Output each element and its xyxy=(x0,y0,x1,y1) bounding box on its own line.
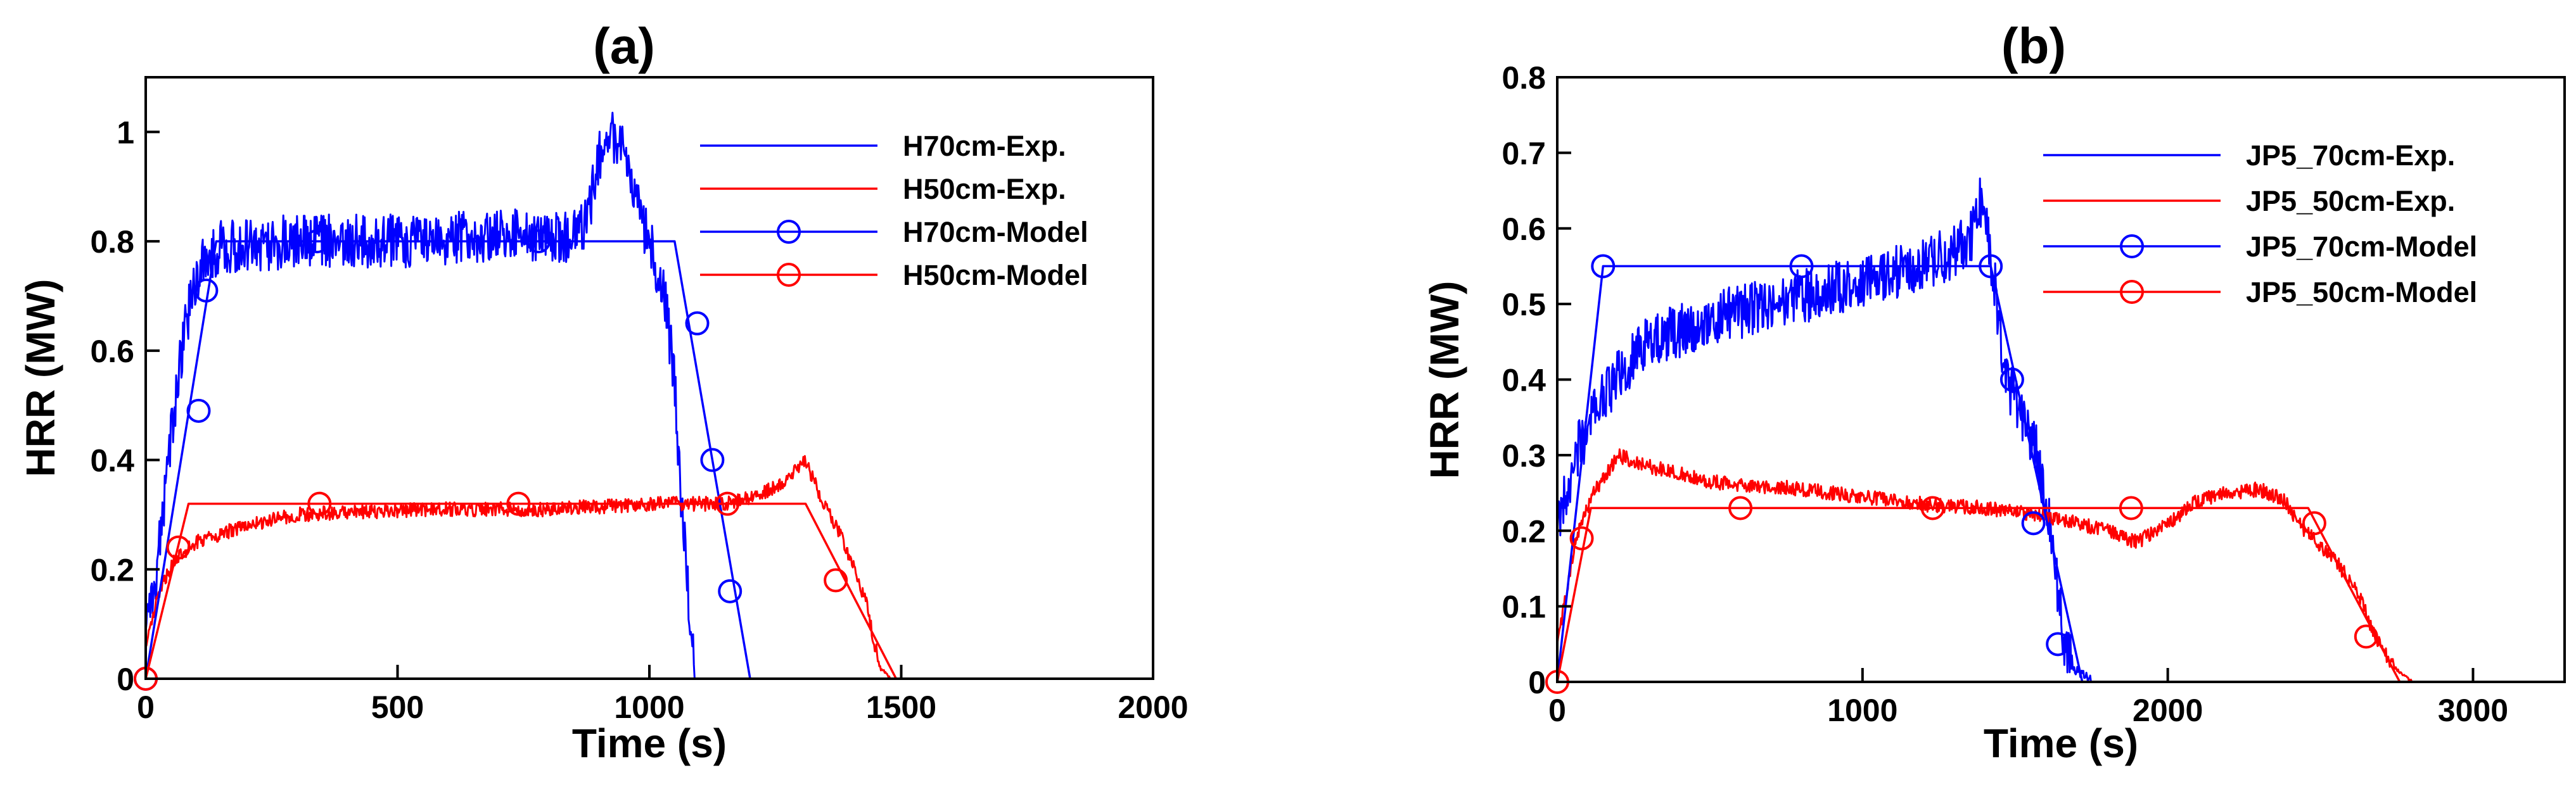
data-marker xyxy=(715,491,740,516)
axis-ticks: 0 1000 2000 3000 0 0.1 0.2 0.3 0.4 0.5 0.6 0.7 0.8 xyxy=(1502,60,2508,728)
x-tick-label: 500 xyxy=(371,689,424,725)
x-tick-label: 1000 xyxy=(1827,693,1897,728)
y-tick-label: 0.4 xyxy=(1502,363,1546,398)
data-marker xyxy=(1999,367,2024,392)
data-marker xyxy=(186,398,211,423)
chart-title: (a) xyxy=(593,18,655,74)
series-line-JP5_50cm-Exp. xyxy=(1557,448,2413,682)
chart-title: (b) xyxy=(2001,18,2066,74)
data-marker xyxy=(194,278,219,303)
x-axis-label: Time (s) xyxy=(572,721,727,766)
y-tick-label: 0 xyxy=(117,662,134,697)
y-tick-label: 0.2 xyxy=(1502,513,1546,549)
x-tick-label: 0 xyxy=(1548,693,1566,728)
data-marker xyxy=(506,491,531,516)
data-marker xyxy=(2302,511,2326,536)
y-tick-label: 0.6 xyxy=(90,334,134,369)
data-marker xyxy=(685,311,710,336)
y-tick-label: 0.6 xyxy=(1502,211,1546,247)
legend-marker xyxy=(2120,280,2144,304)
x-tick-label: 1500 xyxy=(866,689,936,725)
y-tick-label: 0.3 xyxy=(1502,438,1546,474)
y-axis-label: HRR (MW) xyxy=(18,279,63,477)
series-line-JP5_50cm-Model xyxy=(1557,507,2401,682)
series-line-H70cm-Model xyxy=(146,240,751,679)
legend-marker xyxy=(777,263,801,287)
chart-panel-a: (a) 0 500 1000 1500 2000 0 0.2 0.4 0.6 0.8 1 Time … xyxy=(18,18,1189,766)
data-marker xyxy=(1728,496,1753,520)
x-tick-label: 3000 xyxy=(2438,693,2508,728)
series-line-H70cm-Exp. xyxy=(146,111,696,679)
legend-marker xyxy=(2120,234,2144,258)
legend-label: H50cm-Exp. xyxy=(903,173,1066,205)
legend-label: JP5_70cm-Exp. xyxy=(2246,139,2455,172)
legend: H70cm-Exp. H50cm-Exp. H70cm-Model H50cm-Mod… xyxy=(700,130,1088,291)
data-marker xyxy=(2021,511,2046,536)
data-marker xyxy=(2119,496,2143,520)
data-marker xyxy=(1979,254,2003,279)
x-tick-label: 0 xyxy=(137,689,155,725)
plot-area xyxy=(1545,177,2413,694)
y-tick-label: 0.7 xyxy=(1502,135,1546,171)
data-marker xyxy=(700,448,725,472)
series-line-H50cm-Exp. xyxy=(146,455,891,679)
y-axis-label: HRR (MW) xyxy=(1422,281,1467,479)
y-tick-label: 1 xyxy=(117,115,134,150)
plot-area xyxy=(134,111,898,691)
series-line-JP5_70cm-Model xyxy=(1557,265,2084,682)
data-marker xyxy=(824,568,848,593)
data-marker xyxy=(2046,632,2070,657)
data-marker xyxy=(1569,526,1594,551)
chart-panel-b: (b) 0 1000 2000 300000.10.20.30.40.50.60.70… xyxy=(1422,18,2566,766)
legend-label: H50cm-Model xyxy=(903,259,1088,291)
axis-ticks: 0 500 1000 1500 2000 0 0.2 0.4 0.6 0.8 1 xyxy=(90,115,1188,725)
data-marker xyxy=(307,491,332,516)
x-tick-label: 1000 xyxy=(614,689,684,725)
legend-label: JP5_70cm-Model xyxy=(2246,230,2477,263)
legend-label: H70cm-Model xyxy=(903,216,1088,248)
y-tick-label: 0.8 xyxy=(1502,60,1546,96)
axes-frame xyxy=(144,76,1154,680)
data-marker xyxy=(1920,496,1945,520)
y-tick-label: 0.1 xyxy=(1502,589,1546,625)
y-tick-label: 0 xyxy=(1528,665,1546,700)
data-marker xyxy=(305,229,329,254)
data-marker xyxy=(526,229,551,254)
legend-marker xyxy=(777,220,801,244)
x-axis-label: Time (s) xyxy=(1984,721,2138,766)
y-tick-label: 0.8 xyxy=(90,224,134,260)
legend-label: H70cm-Exp. xyxy=(903,130,1066,162)
data-marker xyxy=(1789,254,1814,279)
y-tick-label: 0.4 xyxy=(90,443,134,479)
y-tick-label: 0.5 xyxy=(1502,287,1546,322)
series-line-H50cm-Model xyxy=(146,502,898,679)
data-marker xyxy=(718,579,743,603)
legend-label: JP5_50cm-Model xyxy=(2246,276,2477,308)
series-line-JP5_70cm-Exp. xyxy=(1557,177,2092,682)
data-marker xyxy=(1591,254,1616,279)
legend: JP5_70cm-Exp. JP5_50cm-Exp. JP5_70cm-Model… xyxy=(2043,139,2477,308)
data-marker xyxy=(2354,624,2378,649)
legend-label: JP5_50cm-Exp. xyxy=(2246,185,2455,217)
x-tick-label: 2000 xyxy=(2133,693,2203,728)
data-marker xyxy=(166,535,191,560)
x-tick-label: 2000 xyxy=(1118,689,1188,725)
y-tick-label: 0.2 xyxy=(90,552,134,588)
